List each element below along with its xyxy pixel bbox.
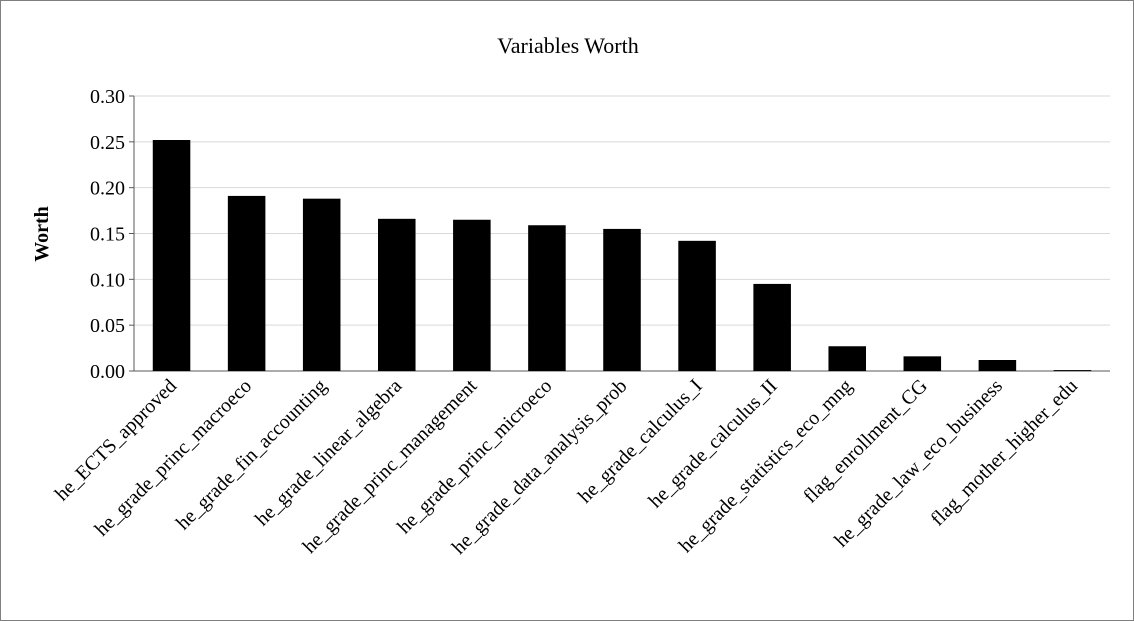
bars (152, 140, 1092, 372)
x-tick-label: he_ECTS_approved (51, 375, 181, 505)
x-tick-label: he_grade_princ_microeco (393, 375, 556, 538)
bar (227, 195, 266, 371)
x-tick-label: he_grade_calculus_I (574, 375, 707, 508)
x-tick-label: flag_enrollment_CG (799, 375, 932, 508)
bar (453, 219, 491, 371)
y-axis-label: Worth (31, 206, 53, 262)
x-tick-label: he_grade_princ_macroeco (91, 375, 257, 541)
x-tick-label: flag_mother_higher_edu (927, 375, 1082, 530)
bar (678, 240, 716, 371)
x-tick-label: he_grade_calculus_II (644, 375, 781, 512)
bar (753, 283, 791, 371)
y-tick-label: 0.20 (90, 178, 125, 200)
bar (378, 218, 416, 371)
y-tick-label: 0.10 (90, 269, 125, 291)
bar (1053, 370, 1092, 372)
y-tick-labels: 0.30 0.25 0.20 0.15 0.10 0.05 0.00 (90, 86, 125, 383)
bar (603, 228, 641, 371)
bar (528, 225, 566, 371)
bar (302, 198, 341, 371)
bar (978, 360, 1017, 371)
x-tick-labels: he_ECTS_approvedhe_grade_princ_macroecoh… (51, 375, 1082, 559)
y-tick-label: 0.25 (90, 132, 125, 154)
y-tick-label: 0.15 (90, 224, 125, 246)
bar (828, 346, 866, 371)
bar (903, 356, 942, 371)
x-tick-label: he_grade_linear_algebra (251, 375, 406, 530)
y-tick-label: 0.30 (90, 86, 125, 108)
x-tick-label: he_grade_fin_accounting (172, 375, 331, 534)
chart-title: Variables Worth (497, 33, 638, 58)
y-tick-label: 0.05 (90, 315, 125, 337)
bar (152, 140, 191, 371)
y-tick-label: 0.00 (90, 361, 125, 383)
